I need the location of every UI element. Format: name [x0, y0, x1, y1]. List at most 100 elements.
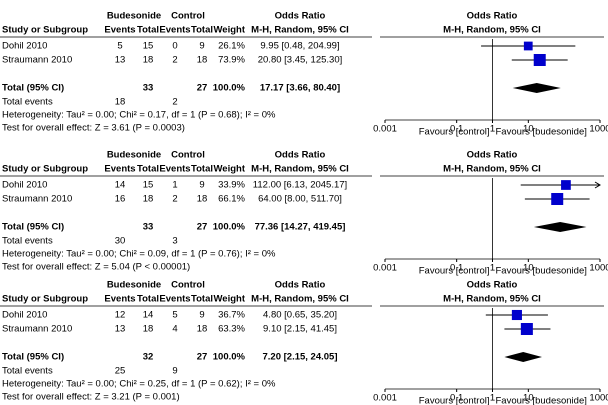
study-cell: 18 [197, 55, 208, 66]
total-cell: 27 [197, 83, 208, 94]
study-cell: 2 [172, 194, 177, 205]
study-cell: 26.1% [218, 41, 245, 52]
study-cell: 14 [143, 310, 154, 321]
total-cell: Total (95% CI) [2, 352, 64, 363]
study-square [561, 180, 571, 190]
study-cell: 33.9% [218, 180, 245, 191]
column-header: Study or Subgroup [2, 25, 88, 36]
group-header: Control [171, 280, 205, 291]
study-cell: Dohil 2010 [2, 41, 47, 52]
x-tick-label: 10 [523, 263, 534, 274]
study-cell: Straumann 2010 [2, 55, 72, 66]
column-header: Odds Ratio [275, 11, 326, 22]
group-header: Budesonide [107, 150, 161, 161]
study-cell: 5 [172, 310, 177, 321]
total-events: 2 [172, 97, 177, 108]
study-square [511, 309, 522, 321]
study-square [551, 193, 564, 205]
column-header: Study or Subgroup [2, 164, 88, 175]
column-header: Total [191, 294, 213, 305]
favours-label: Favours [budesonide] [496, 266, 587, 277]
study-cell: 4.80 [0.65, 35.20] [263, 310, 337, 321]
x-tick-label: 1 [490, 124, 495, 135]
study-square [533, 54, 546, 66]
study-cell: 66.1% [218, 194, 245, 205]
plot-title: Odds Ratio [467, 150, 518, 161]
favours-label: Favours [control] [419, 396, 490, 405]
column-header: Total [137, 294, 159, 305]
total-cell: 77.36 [14.27, 419.45] [255, 222, 346, 233]
study-cell: 36.7% [218, 310, 245, 321]
total-diamond [533, 222, 587, 232]
study-cell: 1 [172, 180, 177, 191]
plot-subtitle: M-H, Random, 95% CI [443, 25, 541, 36]
total-cell: 32 [143, 352, 154, 363]
favours-label: Favours [budesonide] [496, 127, 587, 138]
plot-title: Odds Ratio [467, 11, 518, 22]
study-cell: 18 [143, 194, 154, 205]
total-diamond [512, 83, 561, 93]
overall-effect: Test for overall effect: Z = 3.21 (P = 0… [2, 392, 180, 403]
favours-label: Favours [budesonide] [496, 396, 587, 405]
group-header: Control [171, 150, 205, 161]
plot-subtitle: M-H, Random, 95% CI [443, 164, 541, 175]
column-header: Events [159, 164, 190, 175]
x-tick-label: 1 [490, 393, 495, 404]
study-cell: 20.80 [3.45, 125.30] [258, 55, 343, 66]
total-cell: Total (95% CI) [2, 83, 64, 94]
column-header: M-H, Random, 95% CI [251, 25, 349, 36]
total-cell: 33 [143, 222, 154, 233]
study-cell: 9.10 [2.15, 41.45] [263, 324, 337, 335]
study-cell: 9.95 [0.48, 204.99] [260, 41, 339, 52]
study-cell: 18 [143, 55, 154, 66]
column-header: Total [137, 25, 159, 36]
column-header: Total [137, 164, 159, 175]
x-tick-label: 1000 [589, 124, 608, 135]
total-events: Total events [2, 236, 53, 247]
column-header: Events [159, 294, 190, 305]
favours-label: Favours [control] [419, 127, 490, 138]
total-cell: 33 [143, 83, 154, 94]
column-header: Odds Ratio [275, 280, 326, 291]
x-tick-label: 0.1 [450, 393, 463, 404]
group-header: Budesonide [107, 280, 161, 291]
total-events: Total events [2, 366, 53, 377]
study-cell: Straumann 2010 [2, 194, 72, 205]
total-cell: 27 [197, 222, 208, 233]
total-cell: 100.0% [213, 222, 246, 233]
column-header: Events [104, 164, 135, 175]
study-cell: 15 [143, 180, 154, 191]
x-tick-label: 0.001 [373, 393, 397, 404]
study-cell: 9 [199, 310, 204, 321]
column-header: Odds Ratio [275, 150, 326, 161]
study-cell: Straumann 2010 [2, 324, 72, 335]
study-square [520, 323, 533, 335]
x-tick-label: 0.001 [373, 263, 397, 274]
study-cell: 9 [199, 41, 204, 52]
study-cell: Dohil 2010 [2, 310, 47, 321]
study-cell: 15 [143, 41, 154, 52]
column-header: Weight [214, 25, 246, 36]
total-cell: Total (95% CI) [2, 222, 64, 233]
column-header: Events [104, 25, 135, 36]
total-events: 25 [115, 366, 126, 377]
group-header: Budesonide [107, 11, 161, 22]
total-cell: 100.0% [213, 83, 246, 94]
overall-effect: Test for overall effect: Z = 5.04 (P < 0… [2, 262, 190, 273]
study-cell: 64.00 [8.00, 511.70] [258, 194, 342, 205]
column-header: Total [191, 25, 213, 36]
study-cell: 0 [172, 41, 177, 52]
heterogeneity: Heterogeneity: Tau² = 0.00; Chi² = 0.17,… [2, 110, 276, 121]
study-cell: 4 [172, 324, 177, 335]
study-cell: 18 [197, 194, 208, 205]
column-header: M-H, Random, 95% CI [251, 294, 349, 305]
study-cell: 112.00 [6.13, 2045.17] [253, 180, 347, 191]
x-tick-label: 0.001 [373, 124, 397, 135]
ci-arrow [594, 181, 601, 189]
column-header: Study or Subgroup [2, 294, 88, 305]
study-cell: 9 [199, 180, 204, 191]
column-header: Weight [214, 164, 246, 175]
study-cell: 63.3% [218, 324, 245, 335]
study-cell: 12 [115, 310, 126, 321]
